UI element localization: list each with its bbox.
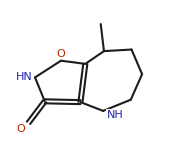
Text: O: O [16,124,25,134]
Text: NH: NH [106,110,123,120]
Text: O: O [57,48,65,59]
Text: HN: HN [16,72,33,83]
